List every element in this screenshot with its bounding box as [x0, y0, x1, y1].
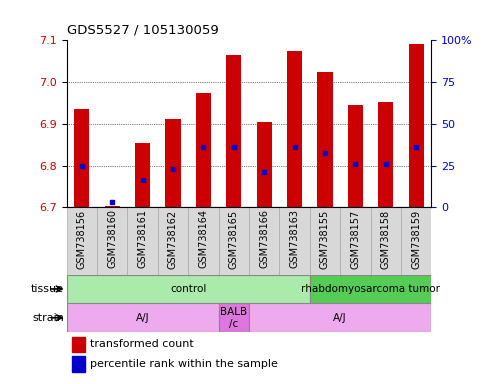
FancyBboxPatch shape — [188, 207, 218, 275]
FancyBboxPatch shape — [127, 207, 158, 275]
Text: A/J: A/J — [333, 313, 347, 323]
Text: GDS5527 / 105130059: GDS5527 / 105130059 — [67, 23, 218, 36]
Bar — [196, 93, 211, 207]
Text: GSM738163: GSM738163 — [289, 209, 300, 268]
Bar — [256, 122, 272, 207]
Bar — [378, 102, 393, 207]
Text: rhabdomyosarcoma tumor: rhabdomyosarcoma tumor — [301, 284, 440, 294]
Text: GSM738166: GSM738166 — [259, 209, 269, 268]
Text: BALB
/c: BALB /c — [220, 307, 247, 329]
FancyBboxPatch shape — [218, 207, 249, 275]
Bar — [287, 51, 302, 207]
Bar — [226, 55, 242, 207]
FancyBboxPatch shape — [97, 207, 127, 275]
FancyBboxPatch shape — [310, 207, 340, 275]
FancyBboxPatch shape — [67, 303, 218, 332]
FancyBboxPatch shape — [340, 207, 371, 275]
Bar — [317, 72, 333, 207]
Text: control: control — [170, 284, 207, 294]
Text: GSM738161: GSM738161 — [138, 209, 147, 268]
Text: strain: strain — [32, 313, 64, 323]
Bar — [135, 142, 150, 207]
FancyBboxPatch shape — [310, 275, 431, 303]
Bar — [74, 109, 89, 207]
Bar — [165, 119, 180, 207]
Text: GSM738155: GSM738155 — [320, 209, 330, 269]
FancyBboxPatch shape — [249, 303, 431, 332]
Text: A/J: A/J — [136, 313, 149, 323]
FancyBboxPatch shape — [67, 207, 97, 275]
FancyBboxPatch shape — [249, 207, 280, 275]
FancyBboxPatch shape — [401, 207, 431, 275]
Text: GSM738156: GSM738156 — [77, 209, 87, 268]
Text: GSM738160: GSM738160 — [107, 209, 117, 268]
FancyBboxPatch shape — [371, 207, 401, 275]
Text: GSM738165: GSM738165 — [229, 209, 239, 268]
Text: tissue: tissue — [31, 284, 64, 294]
Bar — [72, 336, 85, 352]
Text: GSM738162: GSM738162 — [168, 209, 178, 268]
Bar — [105, 206, 120, 207]
FancyBboxPatch shape — [280, 207, 310, 275]
Bar — [348, 105, 363, 207]
FancyBboxPatch shape — [158, 207, 188, 275]
Text: percentile rank within the sample: percentile rank within the sample — [90, 359, 278, 369]
FancyBboxPatch shape — [218, 303, 249, 332]
FancyBboxPatch shape — [67, 275, 310, 303]
Text: transformed count: transformed count — [90, 339, 194, 349]
Bar — [409, 44, 424, 207]
Bar — [72, 356, 85, 372]
Text: GSM738164: GSM738164 — [198, 209, 209, 268]
Text: GSM738159: GSM738159 — [411, 209, 421, 268]
Text: GSM738158: GSM738158 — [381, 209, 391, 268]
Text: GSM738157: GSM738157 — [351, 209, 360, 269]
